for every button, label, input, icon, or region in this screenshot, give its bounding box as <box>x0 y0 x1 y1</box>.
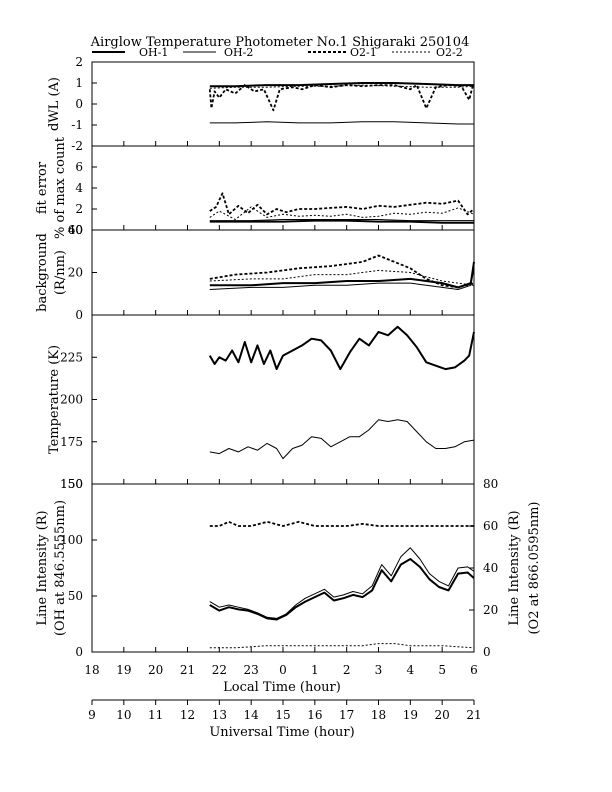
panels: -2 -1 0 1 2 dWL (A) 0 2 4 6 fit error% of max coun… <box>35 55 542 659</box>
y-tick-label-bg-60: 60 <box>68 223 83 237</box>
x-local-tick-label-18: 18 <box>84 663 99 677</box>
y-right-tick-label-int-60: 60 <box>483 519 498 533</box>
chart-title: Airglow Temperature Photometer No.1 Shig… <box>90 35 470 50</box>
x-ut-tick-label-19: 19 <box>403 708 418 722</box>
x-local-tick-label-20: 20 <box>148 663 163 677</box>
y-tick-label-fit-6: 6 <box>75 160 83 174</box>
y-tick-label-fit-0: 0 <box>75 223 83 237</box>
x-local-tick-label-0: 0 <box>279 663 287 677</box>
y-tick-label-bg-20: 20 <box>68 266 83 280</box>
y-tick-label-int-0: 0 <box>75 645 83 659</box>
series-line-dwl-oh1 <box>209 82 474 88</box>
y-axis-label-fit-1: % of max count <box>53 136 68 239</box>
y-axis-label-bg-0: background <box>35 233 50 312</box>
panel-frame-int <box>91 483 475 653</box>
x-ut-tick-label-15: 15 <box>275 708 290 722</box>
x-ut-tick-label-18: 18 <box>371 708 386 722</box>
x-local-tick-label-2: 2 <box>343 663 351 677</box>
legend-label-o22: O2-2 <box>436 46 463 59</box>
panel-frame-fit <box>91 145 475 231</box>
x-local-tick-label-6: 6 <box>470 663 478 677</box>
series-line-bg-oh2 <box>209 268 475 290</box>
y-right-axis-label-int-0: Line Intensity (R) <box>507 510 522 625</box>
y-tick-label-dwl-1: 1 <box>75 76 83 90</box>
series-line-temp-oh2 <box>209 419 475 460</box>
y-right-tick-label-int-80: 80 <box>483 477 498 491</box>
legend-label-oh2: OH-2 <box>224 46 253 59</box>
y-right-tick-label-int-40: 40 <box>483 561 498 575</box>
x-local-tick-label-22: 22 <box>212 663 227 677</box>
legend-label-o21: O2-1 <box>350 46 377 59</box>
universal-time-axis: 9 10 11 12 13 14 15 16 17 18 19 20 21 <box>88 699 482 722</box>
x-local-tick-label-21: 21 <box>180 663 195 677</box>
y-axis-label-dwl-0: dWL (A) <box>47 77 62 131</box>
x-ut-tick-label-20: 20 <box>435 708 450 722</box>
local-time-axis: 18 19 20 21 22 23 0 1 2 3 4 5 6 <box>84 663 477 677</box>
y-right-axis-label-int-1: (O2 at 866.0595nm) <box>527 501 542 634</box>
y-axis-label-fit-0: fit error <box>35 161 50 214</box>
x-local-tick-label-5: 5 <box>438 663 446 677</box>
series-line-fit-oh2 <box>209 219 474 222</box>
x-ut-tick-label-21: 21 <box>466 708 481 722</box>
y-tick-label-int-100: 100 <box>60 533 83 547</box>
series-line-fit-oh1 <box>209 219 474 224</box>
x-ut-tick-label-11: 11 <box>148 708 163 722</box>
series-line-int-o21 <box>209 520 474 527</box>
y-tick-label-int-50: 50 <box>68 589 83 603</box>
y-tick-label-temp-200: 200 <box>60 393 83 407</box>
x-ut-tick-label-12: 12 <box>180 708 195 722</box>
x-ut-tick-label-17: 17 <box>339 708 354 722</box>
y-tick-label-fit-4: 4 <box>75 181 83 195</box>
universal-time-axis-label: Universal Time (hour) <box>209 725 354 740</box>
y-tick-label-dwl-0: 0 <box>75 97 83 111</box>
series-line-bg-o22 <box>209 269 475 286</box>
x-ut-tick-label-14: 14 <box>244 708 260 722</box>
y-axis-label-temp-0: Temperature (K) <box>47 345 62 454</box>
local-time-axis-label: Local Time (hour) <box>223 680 341 695</box>
series-line-dwl-oh2 <box>209 121 474 125</box>
x-local-tick-label-4: 4 <box>407 663 415 677</box>
y-tick-label-dwl-2: -2 <box>71 139 83 153</box>
y-axis-label-int-0: Line Intensity (R) <box>35 510 50 625</box>
x-local-tick-label-3: 3 <box>375 663 383 677</box>
x-ut-tick-label-9: 9 <box>88 708 96 722</box>
y-tick-label-temp-150: 150 <box>60 477 83 491</box>
panel-fit: 0 2 4 6 fit error% of max count <box>35 136 475 239</box>
y-right-tick-label-int-20: 20 <box>483 603 498 617</box>
x-local-tick-label-1: 1 <box>311 663 319 677</box>
series-line-fit-o22 <box>209 206 475 220</box>
series-line-int-o22 <box>209 643 475 649</box>
series-line-bg-o21 <box>209 254 475 289</box>
x-local-tick-label-23: 23 <box>244 663 259 677</box>
y-tick-label-bg-40: 40 <box>68 223 83 237</box>
y-tick-label-temp-175: 175 <box>60 435 83 449</box>
series-line-fit-o21 <box>209 192 475 216</box>
y-right-tick-label-int-0: 0 <box>483 645 491 659</box>
y-tick-label-temp-225: 225 <box>60 350 83 364</box>
series-line-dwl-o21 <box>208 84 475 112</box>
series-line-int-oh2 <box>209 547 475 619</box>
series-line-temp-oh1 <box>208 325 475 371</box>
y-tick-label-bg-0: 0 <box>75 308 83 322</box>
y-tick-label-dwl-1: -1 <box>71 118 83 132</box>
series-line-int-oh1 <box>209 558 475 621</box>
y-axis-label-int-1: (OH at 846.5555nm) <box>53 500 68 636</box>
x-ut-tick-label-10: 10 <box>116 708 131 722</box>
x-ut-tick-label-16: 16 <box>307 708 322 722</box>
x-ut-tick-label-13: 13 <box>212 708 227 722</box>
legend-label-oh1: OH-1 <box>139 46 168 59</box>
y-tick-label-dwl-2: 2 <box>75 55 83 69</box>
legend: OH-1 OH-2 O2-1 O2-2 <box>92 46 463 59</box>
y-axis-label-bg-1: (R/nm) <box>53 250 68 295</box>
panel-dwl: -2 -1 0 1 2 dWL (A) <box>47 55 475 153</box>
panel-frame-dwl <box>91 61 475 147</box>
x-local-tick-label-19: 19 <box>116 663 131 677</box>
series-line-dwl-o22 <box>209 84 475 89</box>
y-tick-label-int-150: 150 <box>60 477 83 491</box>
y-tick-label-fit-2: 2 <box>75 202 83 216</box>
